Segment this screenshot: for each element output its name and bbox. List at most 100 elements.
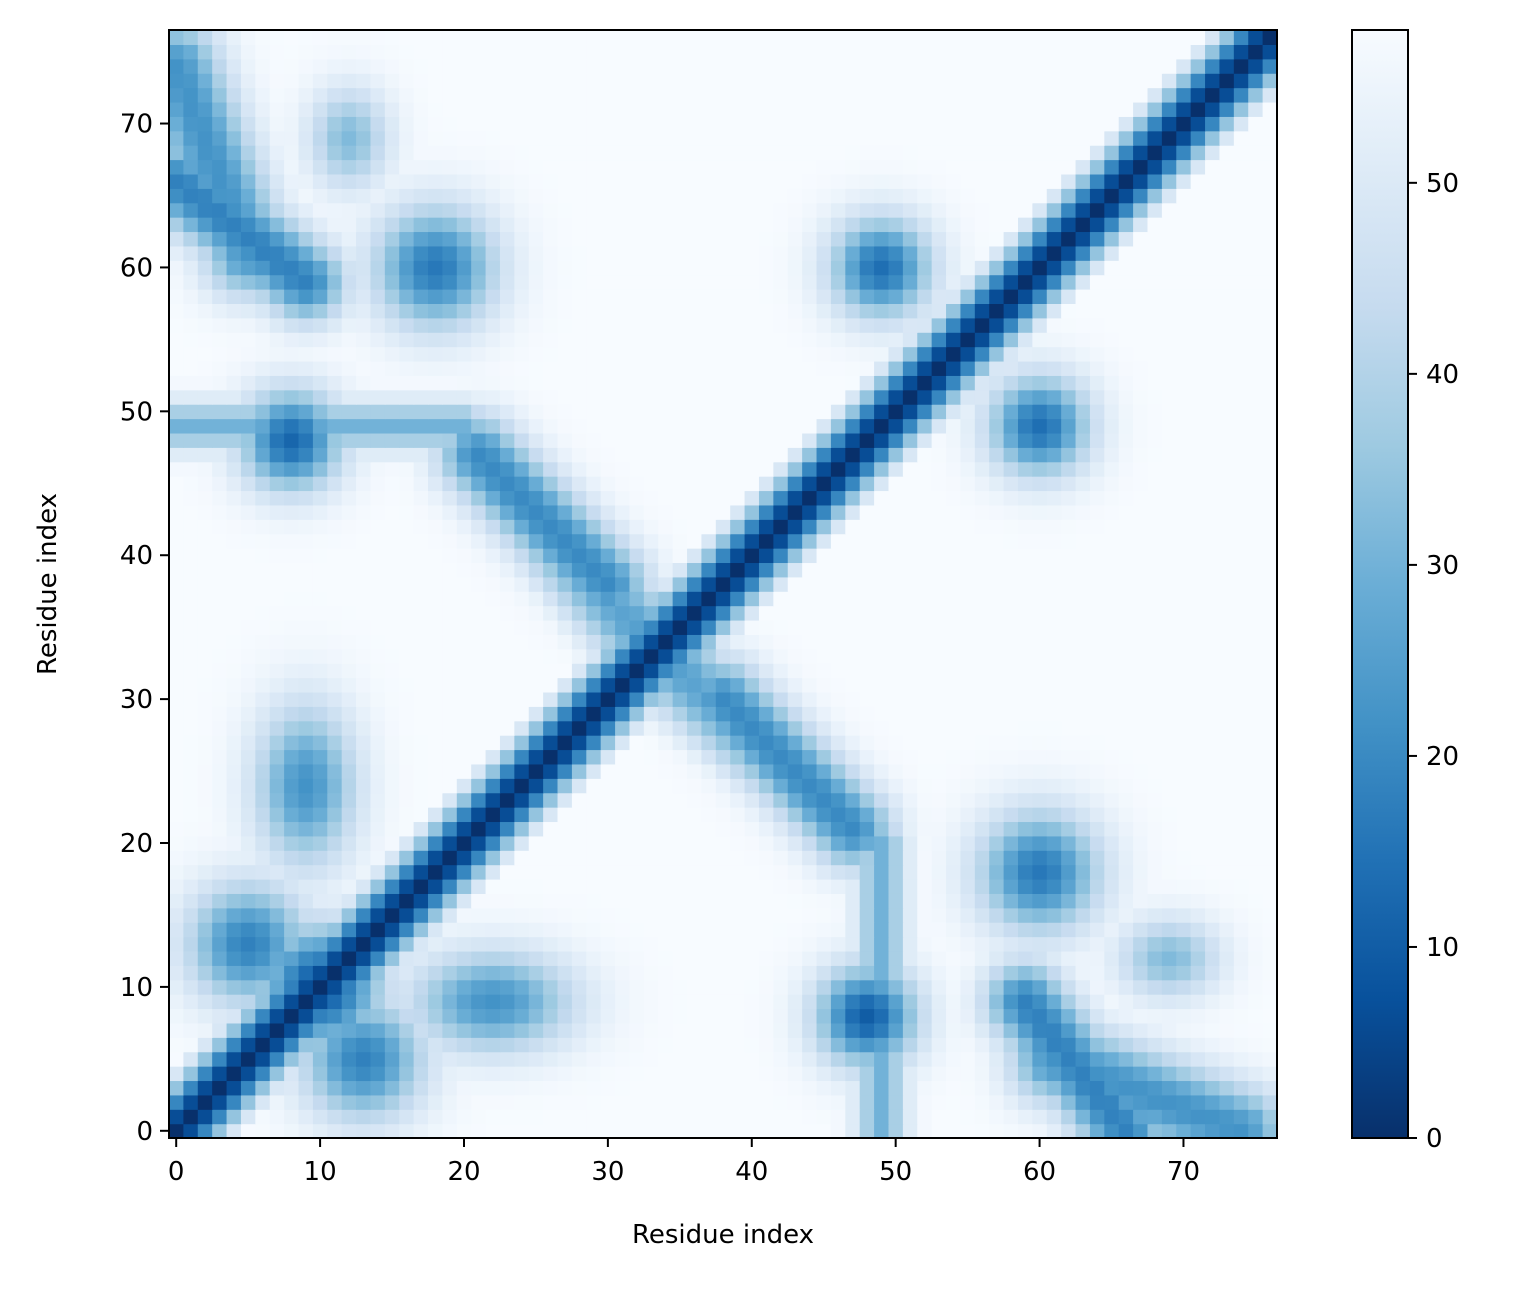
heatmap-cell — [226, 663, 242, 679]
heatmap-cell — [1233, 360, 1249, 376]
heatmap-cell — [1046, 749, 1062, 765]
heatmap-cell — [816, 1008, 832, 1024]
heatmap-cell — [1046, 893, 1062, 909]
heatmap-cell — [499, 936, 515, 952]
heatmap-cell — [485, 375, 501, 391]
heatmap-cell — [471, 778, 487, 794]
heatmap-cell — [255, 778, 271, 794]
heatmap-cell — [730, 691, 746, 707]
heatmap-cell — [1190, 245, 1206, 261]
heatmap-cell — [1003, 389, 1019, 405]
heatmap-cell — [600, 447, 616, 463]
heatmap-cell — [730, 893, 746, 909]
heatmap-cell — [658, 1051, 674, 1067]
heatmap-cell — [744, 893, 760, 909]
heatmap-cell — [269, 260, 285, 276]
heatmap-cell — [413, 634, 429, 650]
heatmap-cell — [629, 1080, 645, 1096]
heatmap-cell — [384, 1109, 400, 1125]
heatmap-cell — [1118, 476, 1134, 492]
heatmap-cell — [269, 619, 285, 635]
heatmap-cell — [615, 418, 631, 434]
heatmap-cell — [543, 375, 559, 391]
heatmap-cell — [658, 763, 674, 779]
heatmap-cell — [802, 936, 818, 952]
heatmap-cell — [1032, 1051, 1048, 1067]
heatmap-cell — [543, 663, 559, 679]
heatmap-cell — [946, 332, 962, 348]
heatmap-cell — [1118, 749, 1134, 765]
heatmap-cell — [730, 663, 746, 679]
heatmap-cell — [658, 303, 674, 319]
heatmap-cell — [1075, 677, 1091, 693]
heatmap-cell — [370, 289, 386, 304]
heatmap-cell — [888, 245, 904, 261]
heatmap-cell — [1017, 504, 1033, 520]
heatmap-cell — [226, 763, 242, 779]
heatmap-cell — [1089, 1037, 1105, 1053]
heatmap-cell — [974, 821, 990, 837]
heatmap-cell — [586, 1037, 602, 1053]
heatmap-cell — [658, 1022, 674, 1038]
heatmap-cell — [1176, 792, 1192, 808]
heatmap-cell — [212, 346, 228, 362]
heatmap-cell — [643, 490, 659, 506]
heatmap-cell — [658, 835, 674, 851]
heatmap-cell — [744, 965, 760, 981]
heatmap-cell — [284, 663, 300, 679]
heatmap-cell — [1032, 576, 1048, 592]
heatmap-cell — [327, 332, 343, 348]
heatmap-cell — [1003, 591, 1019, 607]
heatmap-cell — [917, 663, 933, 679]
heatmap-cell — [917, 476, 933, 492]
heatmap-cell — [615, 878, 631, 894]
heatmap-cell — [773, 447, 789, 463]
heatmap-cell — [284, 778, 300, 794]
heatmap-cell — [1248, 375, 1264, 391]
heatmap-cell — [758, 893, 774, 909]
heatmap-cell — [946, 720, 962, 736]
heatmap-cell — [859, 274, 875, 290]
heatmap-cell — [946, 217, 962, 233]
heatmap-cell — [1205, 720, 1221, 736]
heatmap-cell — [744, 519, 760, 535]
heatmap-cell — [1046, 1051, 1062, 1067]
heatmap-cell — [269, 303, 285, 319]
heatmap-cell — [384, 821, 400, 837]
heatmap-cell — [960, 994, 976, 1010]
heatmap-cell — [586, 418, 602, 434]
heatmap-cell — [1017, 1051, 1033, 1067]
heatmap-cell — [284, 476, 300, 492]
heatmap-cell — [485, 749, 501, 765]
heatmap-cell — [629, 850, 645, 866]
heatmap-cell — [197, 317, 213, 333]
heatmap-cell — [399, 605, 415, 621]
heatmap-cell — [384, 360, 400, 376]
heatmap-cell — [485, 950, 501, 966]
heatmap-cell — [802, 663, 818, 679]
heatmap-cell — [615, 289, 631, 304]
heatmap-cell — [1248, 878, 1264, 894]
heatmap-cell — [284, 821, 300, 837]
heatmap-cell — [989, 965, 1005, 981]
heatmap-cell — [1262, 260, 1278, 276]
heatmap-cell — [1003, 922, 1019, 938]
heatmap-cell — [255, 907, 271, 923]
heatmap-cell — [830, 994, 846, 1010]
heatmap-cell — [715, 202, 731, 218]
heatmap-cell — [226, 648, 242, 664]
heatmap-cell — [456, 979, 472, 995]
heatmap-cell — [1104, 850, 1120, 866]
heatmap-cell — [658, 1109, 674, 1125]
heatmap-cell — [571, 850, 587, 866]
heatmap-cell — [974, 1109, 990, 1125]
heatmap-cell — [816, 432, 832, 448]
heatmap-cell — [499, 504, 515, 520]
heatmap-cell — [485, 404, 501, 420]
heatmap-cell — [485, 763, 501, 779]
heatmap-cell — [571, 490, 587, 506]
heatmap-cell — [816, 763, 832, 779]
heatmap-cell — [485, 619, 501, 635]
heatmap-cell — [845, 634, 861, 650]
heatmap-cell — [1104, 591, 1120, 607]
